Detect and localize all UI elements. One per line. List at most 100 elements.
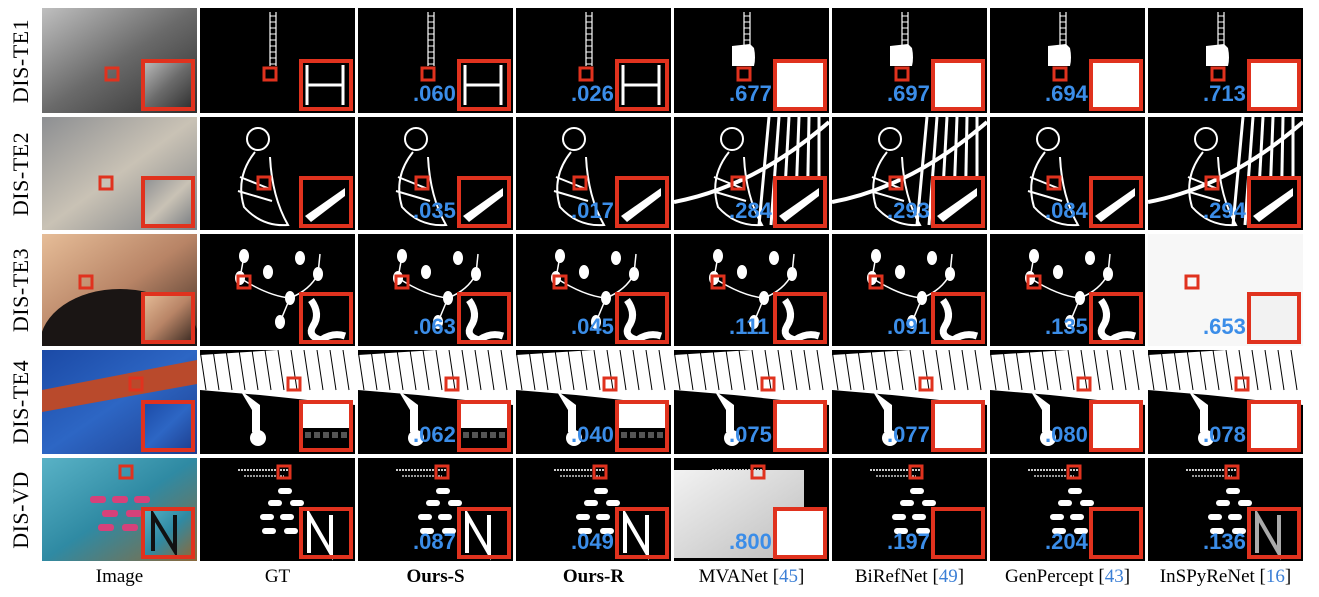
column-label: GenPercept [43]	[1004, 566, 1131, 587]
f-measure-score: .026	[571, 81, 614, 106]
mask-result: .062	[358, 350, 513, 454]
cell-graphic	[200, 458, 355, 561]
column-label: GT	[194, 566, 361, 592]
f-measure-score: .078	[1203, 422, 1246, 447]
input-image	[42, 234, 197, 346]
cell-graphic	[832, 350, 987, 454]
cell-graphic	[1148, 234, 1303, 346]
cell-graphic	[832, 234, 987, 346]
mask-result: .677	[674, 8, 829, 113]
cell-graphic	[358, 117, 513, 230]
f-measure-score: .035	[413, 198, 456, 223]
cell-graphic	[674, 117, 829, 230]
column-label: Image	[36, 566, 203, 592]
cell-graphic	[358, 8, 513, 113]
cell-graphic	[200, 350, 355, 454]
cell-graphic	[516, 8, 671, 113]
column-label-text: Ours-R	[562, 566, 625, 587]
f-measure-score: .087	[413, 529, 456, 554]
row-label-text: DIS-VD	[8, 470, 33, 549]
mask-result: .087	[358, 458, 513, 561]
cell-graphic	[832, 458, 987, 561]
f-measure-score: .040	[571, 422, 614, 447]
mask-result: .035	[358, 117, 513, 230]
cell-graphic	[1148, 350, 1303, 454]
mask-result: .077	[832, 350, 987, 454]
f-measure-score: .111	[729, 314, 770, 339]
cell-graphic	[1148, 8, 1303, 113]
f-measure-score: .204	[1045, 529, 1088, 554]
mask-result: .060	[358, 8, 513, 113]
mask-result: .111	[674, 234, 829, 346]
mask-result: .084	[990, 117, 1145, 230]
row-label-text: DIS-TE2	[8, 131, 33, 216]
f-measure-score: .045	[571, 314, 614, 339]
f-measure-score: .697	[887, 81, 930, 106]
mask-result: .049	[516, 458, 671, 561]
row-label-text: DIS-TE4	[8, 359, 33, 445]
column-label-text: GT	[264, 566, 291, 587]
f-measure-score: .049	[571, 529, 614, 554]
f-measure-score: .080	[1045, 422, 1088, 447]
cell-graphic	[516, 117, 671, 230]
mask-result: .136	[1148, 458, 1303, 561]
cell-graphic	[990, 117, 1145, 230]
citation-link[interactable]: 43	[1104, 566, 1124, 587]
row-label: DIS-TE1	[6, 8, 36, 113]
mask-result: .135	[990, 234, 1145, 346]
cell-graphic	[516, 350, 671, 454]
f-measure-score: .294	[1203, 198, 1246, 223]
mask-result: .078	[1148, 350, 1303, 454]
mask-result	[200, 234, 355, 346]
f-measure-score: .713	[1203, 81, 1246, 106]
cell-graphic	[358, 234, 513, 346]
f-measure-score: .293	[887, 198, 930, 223]
cell-graphic	[674, 8, 829, 113]
column-label-text: Image	[95, 566, 144, 587]
citation-link[interactable]: 16	[1265, 566, 1285, 587]
citation-link[interactable]: 49	[938, 566, 958, 587]
row-label: DIS-TE2	[6, 117, 36, 230]
f-measure-score: .062	[413, 422, 456, 447]
cell-graphic	[516, 458, 671, 561]
mask-result: .080	[990, 350, 1145, 454]
f-measure-score: .077	[887, 422, 930, 447]
row-label-text: DIS-TE3	[8, 247, 33, 333]
f-measure-score: .800	[729, 529, 772, 554]
mask-result: .063	[358, 234, 513, 346]
cell-graphic	[1148, 458, 1303, 561]
cell-graphic	[990, 8, 1145, 113]
input-image	[42, 8, 197, 113]
mask-result	[200, 117, 355, 230]
f-measure-score: .084	[1045, 198, 1088, 223]
row-label: DIS-TE4	[6, 350, 36, 454]
f-measure-score: .284	[729, 198, 772, 223]
mask-result: .800	[674, 458, 829, 561]
mask-result: .091	[832, 234, 987, 346]
mask-result: .204	[990, 458, 1145, 561]
input-image	[42, 350, 197, 454]
f-measure-score: .653	[1203, 314, 1246, 339]
column-label-text: Ours-S	[406, 566, 465, 587]
column-label: Ours-S	[352, 566, 519, 592]
citation-link[interactable]: 45	[779, 566, 799, 587]
cell-graphic	[674, 458, 829, 561]
cell-graphic	[832, 8, 987, 113]
mask-result	[200, 350, 355, 454]
mask-result	[200, 458, 355, 561]
row-label-text: DIS-TE1	[8, 18, 33, 103]
column-label: InSPyReNet [16]	[1159, 566, 1292, 587]
cell-graphic	[42, 350, 197, 454]
cell-graphic	[990, 350, 1145, 454]
column-label-text: BiRefNet	[854, 566, 928, 587]
mask-result: .293	[832, 117, 987, 230]
f-measure-score: .060	[413, 81, 456, 106]
f-measure-score: .136	[1203, 529, 1246, 554]
mask-result: .017	[516, 117, 671, 230]
mask-result: .197	[832, 458, 987, 561]
column-label: MVANet [45]	[698, 566, 805, 587]
cell-graphic	[832, 117, 987, 230]
mask-result: .713	[1148, 8, 1303, 113]
mask-result: .040	[516, 350, 671, 454]
